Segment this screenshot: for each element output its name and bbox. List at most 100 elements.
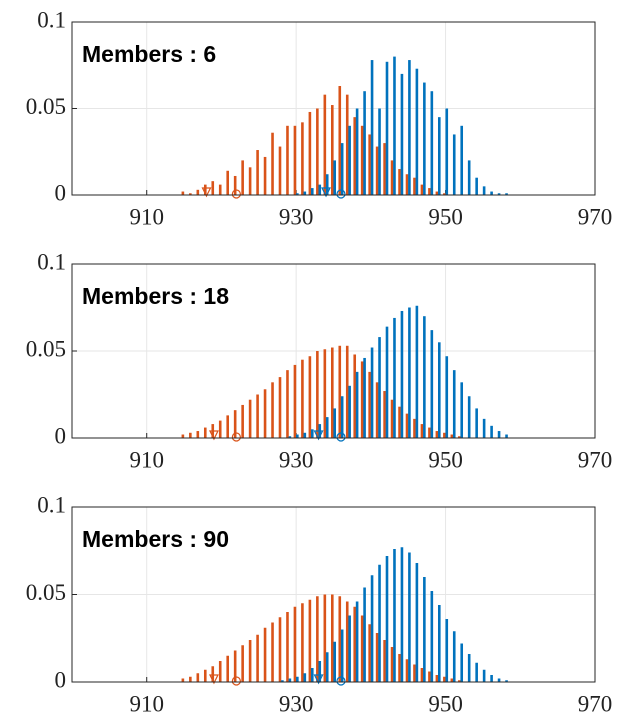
- bar: [340, 396, 344, 438]
- bar: [355, 108, 359, 195]
- bar: [318, 184, 322, 195]
- bar: [211, 181, 215, 195]
- bar: [490, 425, 493, 438]
- bar: [256, 634, 259, 682]
- bar: [420, 668, 424, 682]
- bar: [460, 643, 464, 682]
- bar: [293, 364, 297, 438]
- y-tick-label: 0.1: [37, 492, 66, 517]
- bar: [420, 424, 424, 438]
- subplot: 910 930 950 970 0 0.05 0.1 Members : 90: [26, 492, 613, 716]
- bar: [452, 370, 456, 438]
- bar: [301, 603, 304, 682]
- bar: [450, 678, 454, 682]
- bar: [482, 418, 486, 438]
- marker: [336, 676, 346, 686]
- bar: [370, 60, 374, 196]
- marker: [208, 674, 219, 685]
- x-tick-label: 950: [428, 447, 463, 472]
- bar: [368, 371, 371, 438]
- bar: [181, 434, 185, 438]
- bar: [405, 659, 409, 682]
- bar: [323, 349, 327, 438]
- bar: [482, 186, 486, 195]
- bar: [338, 345, 342, 438]
- axes-frame: [71, 506, 596, 683]
- bar: [378, 337, 381, 438]
- bar: [400, 73, 404, 195]
- bar: [398, 406, 401, 438]
- bar: [301, 359, 304, 438]
- bar: [445, 108, 449, 195]
- bar: [233, 650, 237, 682]
- y-tick-label: 0: [55, 423, 67, 448]
- bar: [415, 305, 419, 438]
- bar: [340, 143, 344, 195]
- bar: [288, 678, 292, 682]
- x-tick-label: 950: [428, 204, 463, 229]
- bar: [393, 317, 396, 438]
- bar: [286, 370, 289, 438]
- bar: [331, 347, 334, 438]
- bar: [420, 184, 424, 195]
- bar: [301, 122, 304, 195]
- marker: [313, 674, 324, 685]
- x-tick-label: 930: [279, 691, 314, 716]
- subplot: 910 930 950 970 0 0.05 0.1 Members : 18: [26, 249, 613, 472]
- bar: [248, 640, 252, 682]
- bar: [248, 399, 252, 438]
- bar: [368, 624, 371, 682]
- bar: [423, 577, 426, 682]
- bar: [475, 662, 478, 682]
- bar: [400, 310, 404, 438]
- y-tick-label: 0.1: [37, 7, 66, 32]
- bar: [353, 606, 357, 682]
- bar: [233, 175, 237, 195]
- bar: [428, 427, 431, 438]
- bar: [333, 641, 336, 682]
- bar: [278, 617, 282, 682]
- bar: [497, 431, 501, 438]
- y-tick-label: 0.05: [26, 94, 66, 119]
- y-tick-label: 0: [55, 667, 67, 692]
- bar: [390, 160, 394, 195]
- bar: [430, 91, 434, 195]
- bar: [467, 396, 471, 438]
- bar: [405, 174, 409, 195]
- bar: [415, 68, 419, 195]
- bar: [353, 354, 357, 438]
- bar: [370, 575, 374, 682]
- bar: [438, 342, 441, 438]
- bar: [467, 654, 471, 682]
- bar: [338, 596, 342, 682]
- y-tick-label: 0.1: [37, 249, 66, 274]
- marker: [231, 676, 241, 686]
- x-tick-label: 930: [279, 204, 314, 229]
- marker: [336, 189, 346, 199]
- x-tick-label: 910: [129, 447, 164, 472]
- bar: [241, 404, 244, 438]
- bar: [181, 191, 185, 195]
- bar: [408, 552, 411, 682]
- y-tick-label: 0.05: [26, 336, 66, 361]
- bar: [443, 676, 446, 682]
- annotation: Members : 90: [82, 526, 229, 552]
- bar: [428, 671, 431, 682]
- bar: [360, 615, 364, 682]
- bar: [256, 394, 259, 438]
- bar: [271, 132, 274, 195]
- bar: [331, 594, 334, 682]
- bar: [303, 191, 307, 195]
- bar: [308, 599, 312, 682]
- bar: [393, 56, 396, 195]
- bar: [189, 432, 192, 438]
- bar: [435, 675, 439, 682]
- bar: [383, 640, 386, 682]
- bar: [393, 549, 396, 682]
- bar: [218, 420, 222, 438]
- bar: [263, 389, 267, 438]
- bar: [345, 601, 349, 682]
- bar: [428, 188, 431, 195]
- bar: [325, 174, 329, 195]
